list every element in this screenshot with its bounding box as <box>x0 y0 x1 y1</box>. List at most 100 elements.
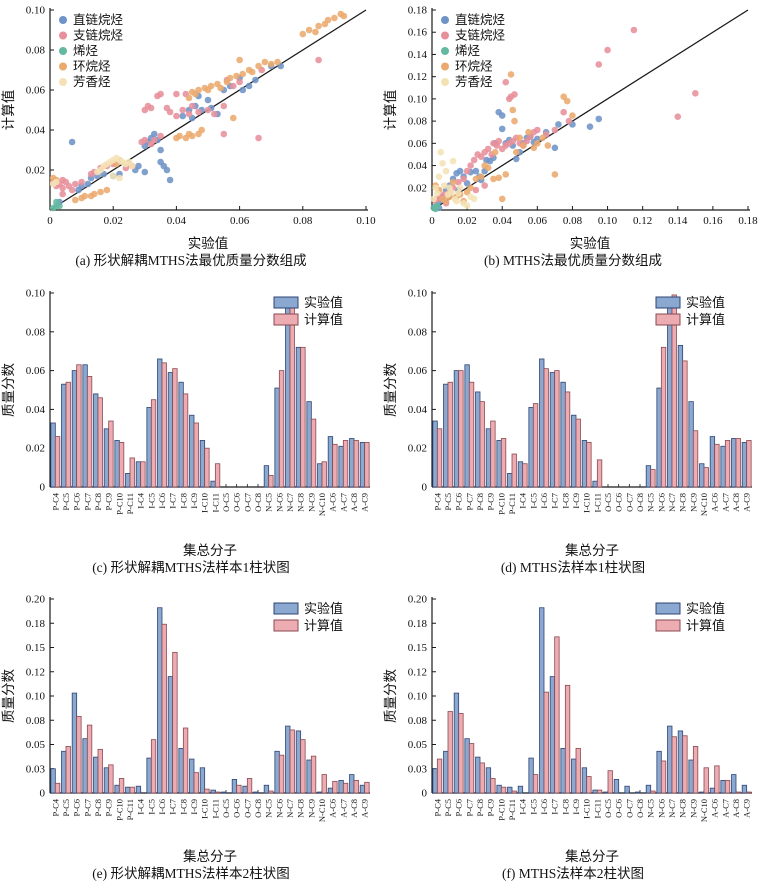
x-category-label: N-C7 <box>285 799 295 818</box>
bar <box>246 778 253 794</box>
x-category-label: I-C6 <box>157 799 167 815</box>
x-category-label: N-C9 <box>306 799 316 818</box>
x-category-label: A-C9 <box>742 799 752 818</box>
bar-chart-f: 00.030.050.080.100.120.150.180.20P-C4 P-C… <box>383 594 752 864</box>
bar <box>709 436 716 488</box>
scatter-point <box>502 78 510 86</box>
bar <box>586 776 592 794</box>
scatter-point <box>463 202 471 209</box>
bar <box>135 785 142 794</box>
bar <box>714 443 720 488</box>
scatter-point <box>460 175 467 183</box>
x-category-label: P-C8 <box>93 799 103 816</box>
x-category-label: O-C6 <box>232 493 242 512</box>
y-axis-title: 质量分数 <box>383 669 398 723</box>
bar <box>485 767 492 794</box>
bar <box>564 391 571 488</box>
bar <box>338 779 344 794</box>
x-tick-label: 0.12 <box>633 215 652 227</box>
x-category-label: N-C10 <box>699 799 709 822</box>
legend-label: 实验值 <box>686 295 725 310</box>
scatter-point <box>173 90 180 98</box>
x-category-label: P-C7 <box>464 799 474 816</box>
x-category-label: O-C8 <box>253 493 263 512</box>
caption-d: (d) MTHS法样本1柱状图 <box>500 560 646 575</box>
x-category-label: P-C6 <box>454 493 464 510</box>
x-category-label: P-C7 <box>464 493 474 510</box>
x-category-label: O-C5 <box>603 493 613 512</box>
scatter-point <box>185 110 193 118</box>
scatter-point <box>340 12 348 20</box>
bar <box>699 463 705 488</box>
bar <box>71 370 78 488</box>
x-category-label: P-C11 <box>507 799 517 820</box>
bar <box>447 381 453 488</box>
bar <box>475 756 481 794</box>
bar <box>443 383 449 488</box>
bar <box>167 372 174 488</box>
bar <box>135 461 142 488</box>
x-category-label: I-C9 <box>189 493 199 509</box>
x-category-label: I-C11 <box>210 799 220 819</box>
bar <box>746 440 752 488</box>
x-category-label: N-C7 <box>667 799 677 818</box>
scatter-point <box>467 184 474 192</box>
bar <box>485 428 492 488</box>
panel-c: 0 0.02 0.04 0.06 0.08 0.10 P-C4 P-C5 P-C6 P-C7 P-C… <box>0 279 382 585</box>
scatter-point <box>630 26 638 34</box>
x-category-label: P-C5 <box>443 799 453 816</box>
x-category-label: I-C8 <box>178 493 188 509</box>
scatter-series-3 <box>49 10 348 204</box>
bar <box>114 440 120 488</box>
bar <box>720 445 726 488</box>
bar-series-0 <box>50 607 366 794</box>
bar <box>327 436 334 488</box>
bar <box>528 407 534 488</box>
x-tick-label: 0.10 <box>598 215 618 227</box>
bar <box>236 784 242 794</box>
scatter-point <box>560 108 567 116</box>
bar <box>359 441 366 488</box>
scatter-point <box>440 182 448 189</box>
scatter-point <box>516 134 524 142</box>
x-category-label: N-C7 <box>285 493 295 512</box>
scatter-chart-b: 0 0.02 0.04 0.06 0.08 0.10 0.12 0.14 0.16 0.18 0.0… <box>383 5 758 252</box>
bar-chart-c: 00.020.040.060.080.10P-C4 P-C5 P-C6 P-C7 P-C… <box>1 288 370 558</box>
bar-series-0 <box>50 306 366 488</box>
bar <box>317 791 323 794</box>
caption-e: (e) 形状解耦MTHS法样本2柱状图 <box>92 866 290 881</box>
scatter-point <box>484 145 492 153</box>
bar <box>182 727 189 794</box>
scatter-point <box>315 56 322 64</box>
y-tick-label: 0.06 <box>26 365 46 377</box>
scatter-point <box>507 71 515 78</box>
x-category-label: O-C5 <box>221 493 231 512</box>
scatter-point <box>456 184 464 192</box>
y-tick-label: 0 <box>40 482 46 494</box>
bar <box>103 767 110 794</box>
x-category-label: O-C7 <box>624 493 634 512</box>
x-tick-label: 0 <box>429 215 435 227</box>
bar <box>522 463 528 488</box>
scatter-point <box>299 30 307 38</box>
scatter-point <box>511 91 518 98</box>
scatter-point <box>166 176 174 184</box>
scatter-point <box>442 197 450 205</box>
legend-label: 计算值 <box>304 618 343 633</box>
bar <box>146 757 152 794</box>
scatter-point <box>463 188 471 196</box>
x-axis-title: 集总分子 <box>183 543 237 558</box>
scatter-series-2 <box>49 198 63 212</box>
bar <box>178 747 184 794</box>
bar <box>295 346 302 488</box>
bar <box>359 784 366 794</box>
x-category-label: N-C8 <box>296 799 306 818</box>
x-category-label: A-C6 <box>328 799 338 818</box>
bar <box>645 465 652 488</box>
y-tick-label: 0.04 <box>26 404 46 416</box>
scatter-point <box>551 144 559 152</box>
scatter-point <box>523 137 531 145</box>
scatter-point <box>530 144 538 152</box>
scatter-point <box>157 146 164 154</box>
legend-label: 计算值 <box>304 312 343 327</box>
